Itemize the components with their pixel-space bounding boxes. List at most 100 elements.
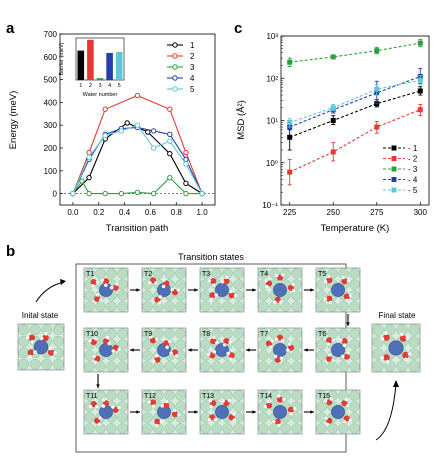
hydrogen-atom [331,358,335,363]
energy-y-tick-label: 0 [53,190,58,199]
inset-x-tick-label: 5 [118,83,121,89]
hydrogen-atom [271,419,276,424]
arrow-head [393,380,399,387]
substrate-atom [211,423,222,434]
hydrogen-atom [90,284,95,288]
hydrogen-atom [99,298,103,302]
oxygen-atom [171,349,179,356]
energy-point [118,190,125,197]
oxygen-atom [209,352,216,359]
energy-legend-marker [172,42,178,48]
substrate-atom [175,390,186,401]
substrate-atom [200,401,211,412]
energy-point [134,92,141,99]
hydrogen-atom [289,411,294,416]
msd-y-tick-label: 10³ [266,32,278,41]
energy-point [134,189,141,196]
energy-point [102,106,108,112]
substrate-atom [338,423,349,434]
hydrogen-atom [114,282,119,286]
energy-point [183,180,189,187]
substrate-atom [95,390,106,401]
substrate-atom [153,390,164,401]
hydrogen-atom [279,356,284,361]
substrate-atom [106,361,117,372]
msd-point [287,59,293,65]
substrate-atom [327,361,338,372]
msd-y-tick-label: 10¹ [266,117,278,126]
substrate-atom [200,390,211,401]
oxygen-atom [47,349,55,356]
arrow-head [136,410,140,414]
substrate-atom [117,412,128,423]
oxygen-atom [223,278,230,285]
energy-legend-marker [172,86,178,92]
substrate-atom [117,423,128,434]
ion-atom [331,343,345,357]
hydrogen-atom [151,404,156,409]
substrate-atom [258,290,269,301]
substrate-atom [233,279,244,290]
hydrogen-atom [272,300,277,305]
substrate-atom [41,358,53,370]
energy-point [79,178,85,184]
transition-state-tile: T12 [141,389,187,435]
energy-legend-marker [172,75,178,81]
oxygen-atom [171,411,179,418]
hydrogen-atom [224,275,229,280]
hydrogen-atom [340,354,345,359]
energy-point [102,190,108,197]
substrate-atom [291,350,302,361]
hydrogen-atom [48,346,53,351]
msd-x-tick-label: 300 [414,208,428,217]
hydrogen-atom [323,279,328,284]
energy-point [167,106,173,112]
substrate-atom [372,360,384,372]
msd-point [374,124,380,130]
hydrogen-atom [94,404,99,409]
substrate-atom [316,390,327,401]
hydrogen-atom [380,355,385,360]
substrate-atom [84,412,95,423]
transition-states-title: Transition states [178,252,244,262]
transition-state-tile: T6 [315,327,361,373]
hydrogen-atom [220,279,225,284]
msd-point [374,48,380,54]
oxygen-atom [343,293,350,300]
energy-y-tick-label: 200 [44,144,58,153]
hydrogen-atom [176,288,181,292]
substrate-atom [291,339,302,350]
hydrogen-atom [208,398,213,403]
ion-atom [331,283,345,297]
substrate-atom [338,361,349,372]
substrate-atom [95,361,106,372]
hydrogen-atom [214,340,219,345]
hydrogen-atom [323,296,328,301]
hydrogen-atom [345,403,350,408]
hydrogen-atom [154,423,159,428]
substrate-atom [95,268,106,279]
ion-atom [215,343,229,357]
hydrogen-atom [151,359,156,364]
hydrogen-atom [222,342,227,347]
substrate-atom [200,268,211,279]
substrate-atom [349,350,360,361]
substrate-atom [396,360,408,372]
hydrogen-atom [209,404,214,409]
substrate-atom [175,339,186,350]
hydrogen-atom [211,283,216,288]
hydrogen-atom [154,353,159,358]
substrate-atom [175,328,186,339]
energy-y-tick-label: 400 [44,98,58,107]
hydrogen-atom [326,342,331,347]
energy-point [150,128,157,134]
inset-x-tick-label: 4 [108,83,111,89]
hydrogen-atom [213,417,218,422]
substrate-atom [316,401,327,412]
substrate-atom [142,268,153,279]
inset-x-tick-label: 2 [89,83,92,89]
energy-point [150,190,157,197]
msd-x-tick-label: 225 [283,208,297,217]
substrate-atom [106,390,117,401]
